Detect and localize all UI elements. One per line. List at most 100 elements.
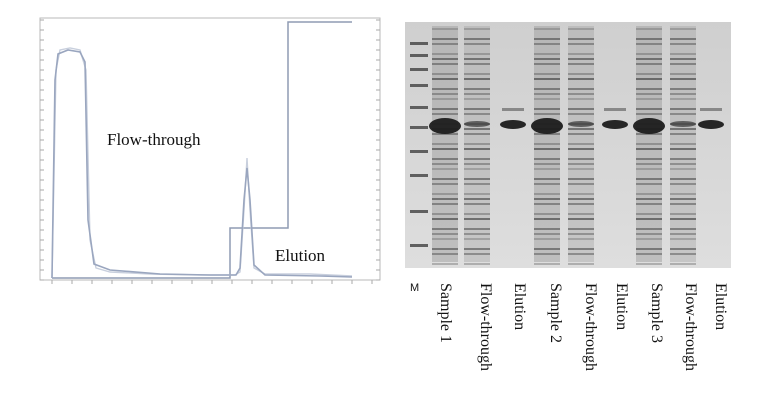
lane-label: Flow-through [682, 283, 699, 371]
protein-band [534, 88, 560, 90]
protein-band [636, 213, 662, 215]
protein-band [636, 108, 662, 110]
protein-band [464, 143, 490, 145]
protein-band [432, 203, 458, 205]
minor-band [604, 108, 626, 111]
protein-band [568, 73, 594, 75]
protein-band [670, 63, 696, 65]
protein-band [534, 203, 560, 205]
protein-band [670, 133, 696, 135]
protein-band [432, 218, 458, 220]
protein-band [464, 63, 490, 65]
target-band [464, 121, 490, 127]
protein-band [670, 168, 696, 170]
protein-band [636, 28, 662, 30]
chromatogram-plot [39, 17, 381, 284]
protein-band [464, 58, 490, 60]
protein-band [636, 73, 662, 75]
lane-label: Elution [613, 283, 630, 331]
protein-band [636, 193, 662, 195]
protein-band [670, 113, 696, 115]
protein-band [670, 88, 696, 90]
protein-band [534, 53, 560, 55]
protein-band [464, 113, 490, 115]
lane-label: Flow-through [477, 283, 494, 371]
protein-band [636, 88, 662, 90]
protein-band [534, 183, 560, 185]
protein-band [464, 198, 490, 200]
annotation-elution: Elution [275, 246, 326, 265]
protein-band [670, 218, 696, 220]
protein-band [670, 233, 696, 235]
protein-band [534, 78, 560, 80]
protein-band [464, 93, 490, 95]
protein-band [568, 98, 594, 100]
protein-band [432, 148, 458, 150]
protein-band [534, 63, 560, 65]
protein-band [636, 228, 662, 230]
left-axis [40, 19, 44, 281]
protein-band [568, 148, 594, 150]
protein-band [464, 263, 490, 265]
protein-band [464, 213, 490, 215]
protein-band [464, 38, 490, 40]
protein-band [534, 213, 560, 215]
lane-label: Elution [712, 283, 729, 331]
protein-band [464, 228, 490, 230]
marker-band [410, 84, 428, 87]
bottom-axis [51, 280, 373, 284]
protein-band [568, 233, 594, 235]
protein-band [534, 58, 560, 60]
marker-band [410, 106, 428, 109]
marker-band [410, 126, 428, 129]
protein-band [670, 43, 696, 45]
protein-band [464, 98, 490, 100]
protein-band [534, 168, 560, 170]
protein-band [636, 148, 662, 150]
protein-band [568, 198, 594, 200]
protein-band [432, 93, 458, 95]
target-band [698, 120, 724, 129]
protein-band [534, 93, 560, 95]
protein-band [670, 253, 696, 255]
protein-band [432, 183, 458, 185]
lane-smear [464, 26, 490, 262]
protein-band [432, 88, 458, 90]
protein-band [568, 93, 594, 95]
protein-band [464, 253, 490, 255]
protein-band [464, 178, 490, 180]
protein-band [636, 113, 662, 115]
marker-band [410, 68, 428, 71]
protein-band [568, 43, 594, 45]
protein-band [636, 183, 662, 185]
protein-band [568, 113, 594, 115]
protein-band [432, 263, 458, 265]
marker-band [410, 42, 428, 45]
gel-lane [531, 26, 563, 265]
protein-band [568, 128, 594, 130]
protein-band [670, 183, 696, 185]
protein-band [464, 163, 490, 165]
protein-band [636, 98, 662, 100]
protein-band [568, 183, 594, 185]
protein-band [534, 73, 560, 75]
protein-band [636, 263, 662, 265]
protein-band [568, 178, 594, 180]
protein-band [464, 193, 490, 195]
protein-band [670, 78, 696, 80]
protein-band [568, 143, 594, 145]
protein-band [432, 43, 458, 45]
protein-band [432, 228, 458, 230]
protein-band [432, 253, 458, 255]
target-band [633, 118, 665, 134]
protein-band [636, 198, 662, 200]
protein-band [636, 248, 662, 250]
protein-band [568, 168, 594, 170]
protein-band [670, 203, 696, 205]
protein-band [568, 63, 594, 65]
protein-band [432, 78, 458, 80]
protein-band [464, 233, 490, 235]
protein-band [432, 233, 458, 235]
protein-band [464, 148, 490, 150]
protein-band [670, 143, 696, 145]
